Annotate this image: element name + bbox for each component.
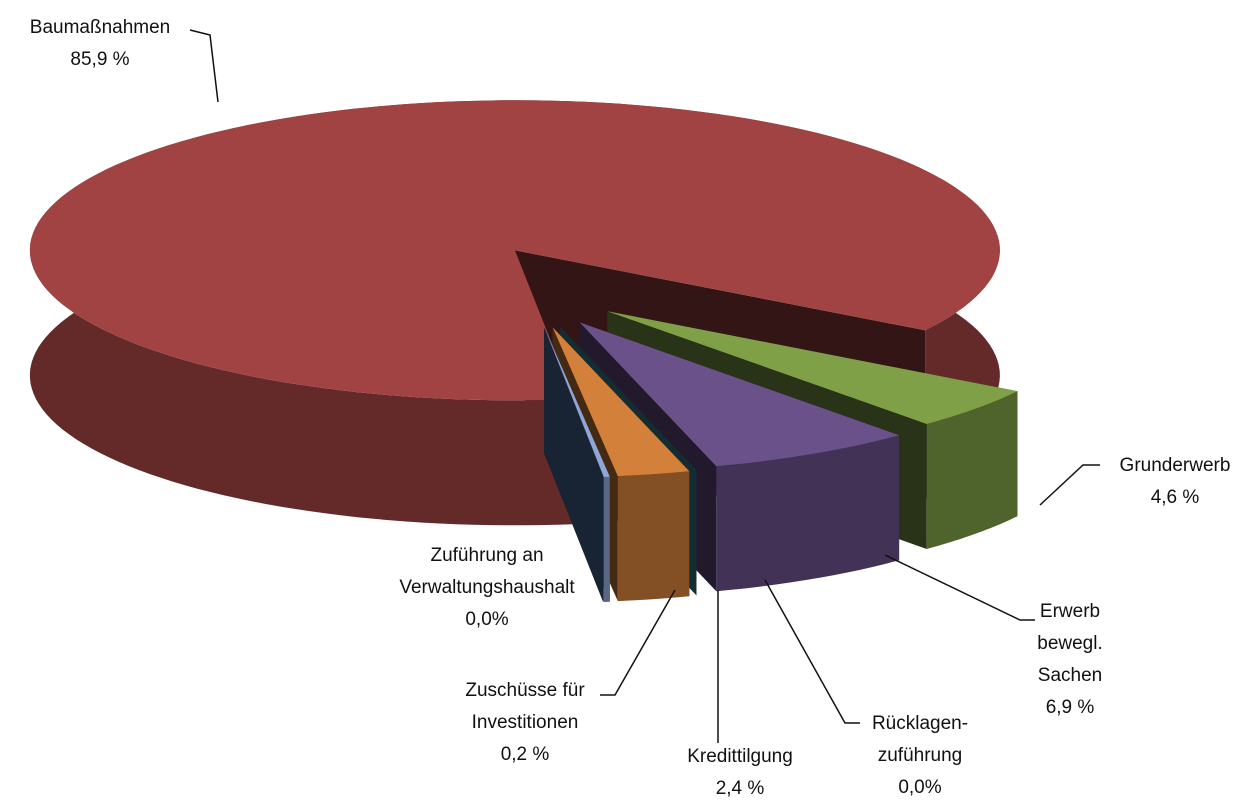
data-label: Baumaßnahmen 85,9 %	[30, 12, 170, 76]
label-value: 85,9 %	[70, 49, 130, 70]
leader-line	[189, 29, 219, 103]
outer-wall	[716, 435, 900, 592]
label-name: Zuschüsse für Investitionen	[465, 680, 585, 733]
label-value: 0,2 %	[500, 744, 550, 765]
data-label: Erwerb bewegl. Sachen 6,9 %	[1037, 596, 1103, 724]
label-name: Kredittilgung	[687, 746, 793, 767]
label-name: Zuführung an Verwaltungshaushalt	[399, 545, 575, 598]
data-label: Kredittilgung 2,4 %	[687, 741, 793, 803]
outer-wall	[603, 476, 610, 602]
label-name: Baumaßnahmen	[29, 17, 171, 38]
label-value: 4,6 %	[1150, 487, 1200, 508]
slice	[29, 100, 1000, 401]
label-name: Grunderwerb	[1119, 455, 1231, 476]
label-value: 0,0%	[465, 609, 509, 630]
label-value: 2,4 %	[715, 778, 765, 799]
leader-line	[1039, 464, 1100, 506]
data-label: Zuschüsse für Investitionen 0,2 %	[465, 675, 584, 771]
leader-line	[764, 579, 860, 724]
label-name: Erwerb bewegl. Sachen	[1037, 601, 1103, 686]
data-label: Rücklagen- zuführung 0,0%	[872, 708, 968, 803]
label-value: 0,0%	[898, 777, 942, 798]
data-label: Zuführung an Verwaltungshaushalt 0,0%	[399, 540, 574, 636]
slice	[552, 327, 690, 477]
leader-line	[600, 589, 676, 696]
outer-wall	[926, 391, 1018, 549]
leader-line	[884, 554, 1035, 621]
slice	[607, 311, 1018, 424]
outer-wall	[617, 471, 690, 602]
label-name: Rücklagen- zuführung	[871, 713, 969, 766]
side-wall	[544, 328, 604, 602]
label-value: 6,9 %	[1045, 697, 1095, 718]
slice	[579, 322, 900, 467]
data-label: Grunderwerb 4,6 %	[1120, 450, 1231, 514]
slice	[544, 328, 610, 477]
